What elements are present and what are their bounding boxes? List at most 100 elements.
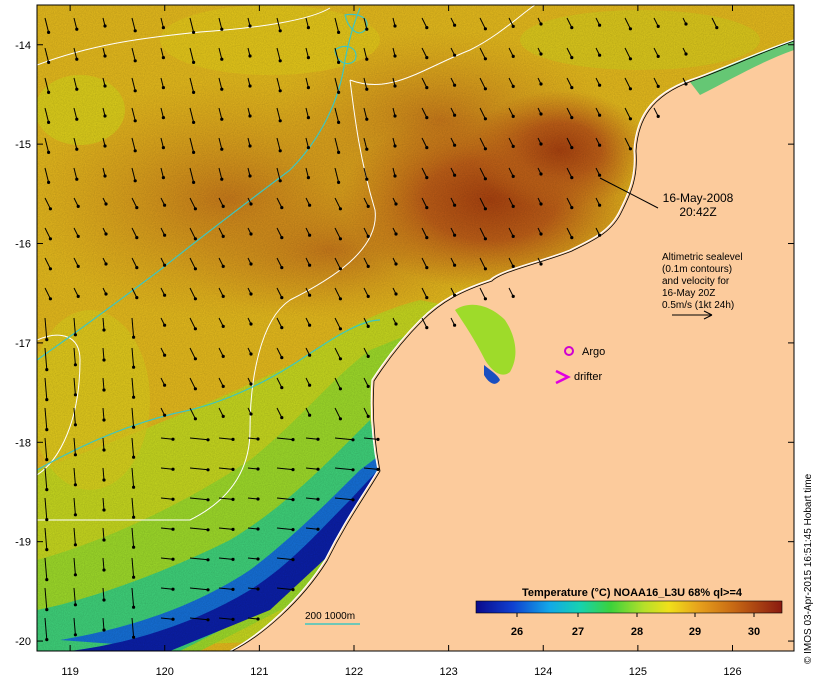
velocity-arrow-head <box>75 27 79 31</box>
velocity-arrow-head <box>171 527 175 531</box>
plot-frame <box>36 4 795 652</box>
velocity-arrow-head <box>132 335 136 339</box>
velocity-arrow <box>189 287 196 300</box>
velocity-arrow-head <box>308 323 312 327</box>
velocity-arrow-head <box>75 177 79 181</box>
velocity-arrow <box>363 467 379 470</box>
velocity-arrow-head <box>365 147 369 151</box>
velocity-arrow <box>189 317 196 330</box>
velocity-arrow-head <box>103 144 107 148</box>
velocity-arrow <box>421 287 428 298</box>
credit-text: © IMOS 03-Apr-2015 16:51:45 Hobart time <box>803 473 814 664</box>
velocity-arrow-head <box>483 147 487 151</box>
velocity-arrow <box>421 77 428 88</box>
velocity-arrow <box>131 167 136 181</box>
velocity-arrow-head <box>366 384 370 388</box>
velocity-arrow <box>102 407 105 421</box>
velocity-arrow <box>218 497 234 500</box>
velocity-arrow-head <box>425 146 429 150</box>
velocity-arrow <box>479 77 486 90</box>
velocity-arrow <box>276 347 283 358</box>
velocity-arrow <box>44 437 48 460</box>
velocity-arrow-head <box>453 83 457 87</box>
lon-tick-label: 124 <box>534 666 552 678</box>
velocity-arrow-head <box>248 144 252 148</box>
velocity-arrow <box>160 77 164 88</box>
velocity-arrow-head <box>135 296 139 300</box>
velocity-arrow-head <box>171 437 175 441</box>
velocity-arrow-head <box>511 294 515 298</box>
velocity-arrow-head <box>425 206 429 210</box>
velocity-arrow-head <box>45 518 49 522</box>
velocity-arrow-head <box>511 84 515 88</box>
velocity-arrow-head <box>256 587 260 591</box>
velocity-arrow-head <box>425 176 429 180</box>
velocity-arrow-head <box>306 56 310 60</box>
velocity-arrow-head <box>366 354 370 358</box>
velocity-arrow-head <box>231 497 235 501</box>
velocity-arrow <box>566 227 573 238</box>
velocity-arrow-head <box>248 114 252 118</box>
velocity-arrow <box>218 47 223 60</box>
velocity-arrow-head <box>193 357 197 361</box>
velocity-arrow-head <box>221 204 225 208</box>
velocity-arrow-head <box>628 87 633 91</box>
velocity-arrow-head <box>656 84 660 88</box>
velocity-arrow-head <box>220 27 224 31</box>
velocity-arrow-head <box>73 453 77 457</box>
velocity-arrow <box>73 167 78 180</box>
velocity-arrow <box>218 107 223 120</box>
velocity-arrow-head <box>316 497 320 501</box>
velocity-arrow-head <box>598 173 602 177</box>
velocity-arrow-head <box>365 57 369 61</box>
velocity-arrow-head <box>316 437 320 441</box>
velocity-arrow-head <box>45 548 49 552</box>
velocity-arrow-head <box>684 82 688 86</box>
velocity-arrow <box>305 17 309 28</box>
velocity-arrow-head <box>221 324 225 328</box>
velocity-arrow-head <box>76 204 80 208</box>
velocity-arrow <box>247 497 259 500</box>
velocity-arrow-head <box>221 294 225 298</box>
velocity-arrow-head <box>511 54 515 59</box>
velocity-arrow <box>421 317 428 328</box>
velocity-arrow-head <box>511 204 515 208</box>
velocity-arrow-head <box>365 177 369 181</box>
velocity-arrow-head <box>483 57 487 61</box>
velocity-arrow-head <box>48 237 53 241</box>
velocity-arrow-head <box>221 414 225 418</box>
velocity-arrow-head <box>45 488 49 492</box>
velocity-arrow-head <box>249 262 253 266</box>
velocity-arrow <box>334 107 340 123</box>
velocity-arrow-head <box>366 414 370 418</box>
velocity-arrow-head <box>483 297 487 301</box>
velocity-arrow <box>73 497 76 515</box>
velocity-arrow-head <box>570 176 574 180</box>
velocity-arrow <box>305 497 319 500</box>
velocity-arrow <box>189 197 196 210</box>
velocity-arrow-head <box>453 293 457 297</box>
velocity-arrow-head <box>45 398 49 402</box>
velocity-arrow-head <box>308 263 312 267</box>
velocity-arrow <box>131 497 135 518</box>
velocity-arrow-head <box>280 206 284 210</box>
velocity-arrow-head <box>132 395 136 399</box>
velocity-arrow <box>44 377 48 400</box>
velocity-arrow-head <box>249 232 253 236</box>
velocity-arrow-head <box>103 24 107 28</box>
velocity-arrow-head <box>132 515 136 519</box>
velocity-arrow <box>334 47 340 63</box>
lon-tick-label: 125 <box>629 666 647 678</box>
velocity-arrow-head <box>570 116 574 120</box>
velocity-arrow <box>305 137 309 148</box>
velocity-arrow-head <box>425 116 429 120</box>
velocity-arrow-head <box>306 86 310 90</box>
velocity-arrow <box>44 257 51 270</box>
velocity-arrow <box>189 557 209 561</box>
velocity-arrow-head <box>135 266 139 270</box>
colorbar-tick-label: 28 <box>631 626 643 638</box>
velocity-arrow-head <box>132 425 136 429</box>
velocity-arrow-head <box>220 87 224 91</box>
velocity-arrow-head <box>104 232 108 236</box>
velocity-arrow <box>566 17 573 28</box>
